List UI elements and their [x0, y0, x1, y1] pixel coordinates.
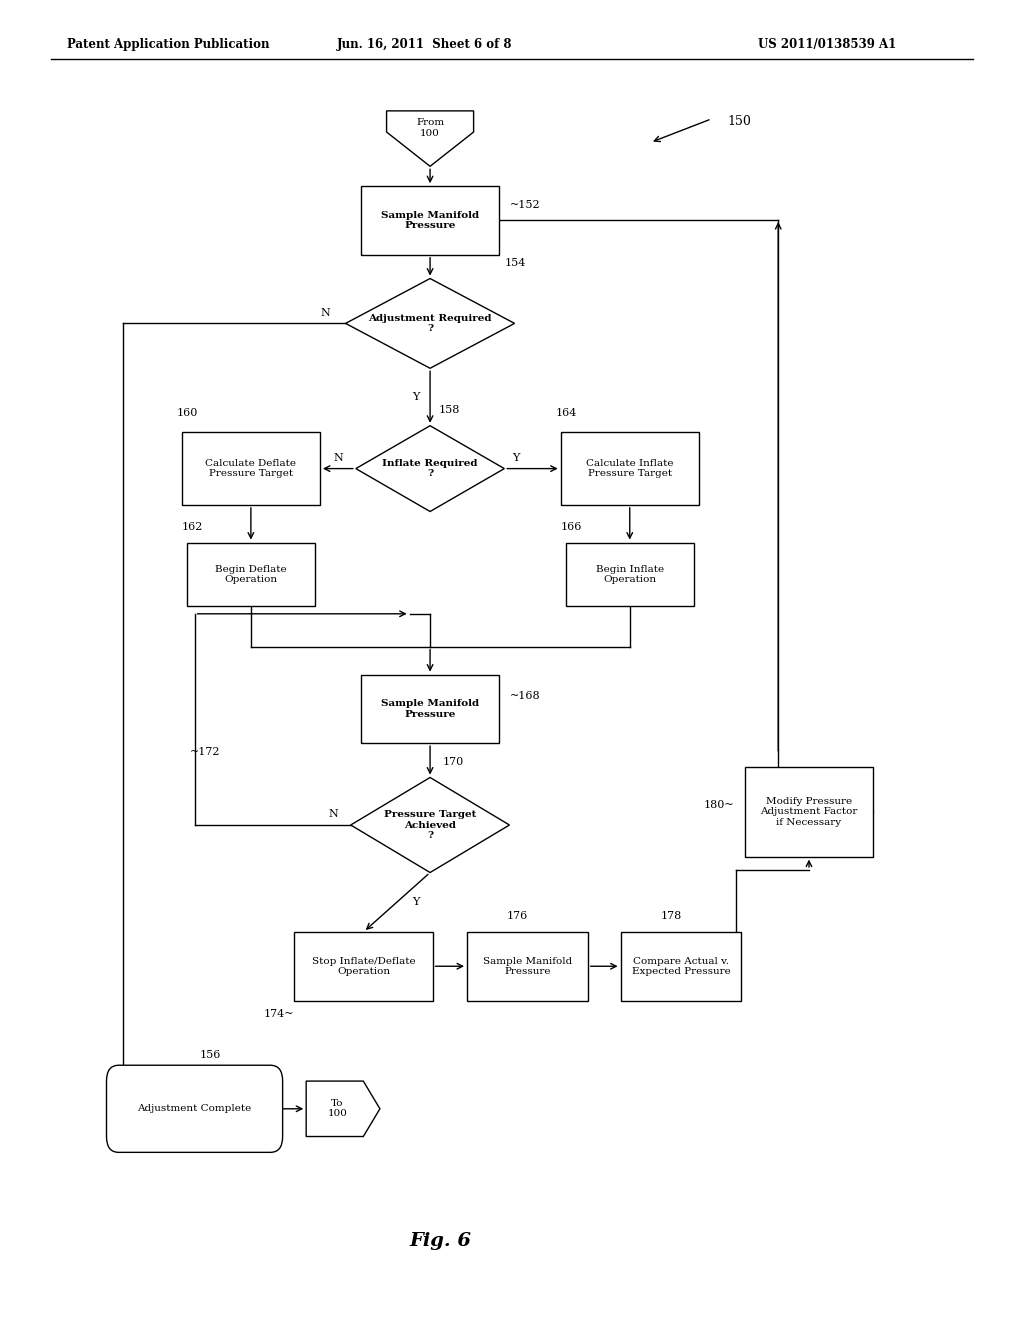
Text: Compare Actual v.
Expected Pressure: Compare Actual v. Expected Pressure: [632, 957, 730, 975]
Text: N: N: [333, 453, 343, 463]
Polygon shape: [350, 777, 510, 873]
FancyBboxPatch shape: [182, 432, 319, 504]
Text: Sample Manifold
Pressure: Sample Manifold Pressure: [482, 957, 572, 975]
Text: 178: 178: [660, 911, 682, 921]
FancyBboxPatch shape: [360, 675, 500, 743]
FancyBboxPatch shape: [621, 932, 741, 1001]
Text: 150: 150: [727, 115, 751, 128]
FancyBboxPatch shape: [561, 432, 698, 504]
FancyBboxPatch shape: [295, 932, 432, 1001]
FancyBboxPatch shape: [186, 543, 315, 606]
Text: Calculate Deflate
Pressure Target: Calculate Deflate Pressure Target: [206, 459, 296, 478]
Text: ~152: ~152: [510, 199, 540, 210]
Text: ~168: ~168: [510, 690, 540, 701]
Text: To
100: To 100: [328, 1100, 347, 1118]
Text: 174~: 174~: [263, 1008, 294, 1019]
Text: Inflate Required
?: Inflate Required ?: [382, 459, 478, 478]
Text: Y: Y: [512, 453, 520, 463]
Text: 176: 176: [507, 911, 528, 921]
Text: Calculate Inflate
Pressure Target: Calculate Inflate Pressure Target: [586, 459, 674, 478]
Polygon shape: [387, 111, 473, 166]
Text: 180~: 180~: [705, 800, 734, 810]
Text: N: N: [328, 809, 338, 820]
Text: Y: Y: [412, 392, 419, 403]
FancyBboxPatch shape: [467, 932, 588, 1001]
FancyBboxPatch shape: [360, 186, 500, 255]
Text: 170: 170: [442, 756, 464, 767]
Text: Sample Manifold
Pressure: Sample Manifold Pressure: [381, 700, 479, 718]
Text: 158: 158: [438, 405, 460, 414]
Text: Y: Y: [412, 896, 419, 907]
Polygon shape: [306, 1081, 380, 1137]
FancyBboxPatch shape: [106, 1065, 283, 1152]
Text: 156: 156: [200, 1049, 221, 1060]
Text: Adjustment Required
?: Adjustment Required ?: [369, 314, 492, 333]
FancyBboxPatch shape: [745, 767, 872, 857]
Polygon shape: [345, 279, 514, 368]
FancyBboxPatch shape: [565, 543, 694, 606]
Text: US 2011/0138539 A1: US 2011/0138539 A1: [758, 38, 896, 51]
Text: 166: 166: [561, 521, 582, 532]
Text: Stop Inflate/Deflate
Operation: Stop Inflate/Deflate Operation: [311, 957, 416, 975]
Text: 160: 160: [176, 408, 198, 417]
Text: Pressure Target
Achieved
?: Pressure Target Achieved ?: [384, 810, 476, 840]
Text: Adjustment Complete: Adjustment Complete: [137, 1105, 252, 1113]
Text: Patent Application Publication: Patent Application Publication: [67, 38, 269, 51]
Text: 164: 164: [555, 408, 577, 417]
Text: Modify Pressure
Adjustment Factor
if Necessary: Modify Pressure Adjustment Factor if Nec…: [760, 797, 858, 826]
Text: ~172: ~172: [189, 747, 220, 758]
Text: Fig. 6: Fig. 6: [410, 1232, 471, 1250]
Text: Jun. 16, 2011  Sheet 6 of 8: Jun. 16, 2011 Sheet 6 of 8: [337, 38, 513, 51]
Polygon shape: [356, 425, 504, 511]
Text: 154: 154: [504, 257, 525, 268]
Text: Begin Inflate
Operation: Begin Inflate Operation: [596, 565, 664, 583]
Text: From
100: From 100: [416, 119, 444, 137]
Text: Begin Deflate
Operation: Begin Deflate Operation: [215, 565, 287, 583]
Text: N: N: [319, 308, 330, 318]
Text: 162: 162: [182, 521, 203, 532]
Text: Sample Manifold
Pressure: Sample Manifold Pressure: [381, 211, 479, 230]
